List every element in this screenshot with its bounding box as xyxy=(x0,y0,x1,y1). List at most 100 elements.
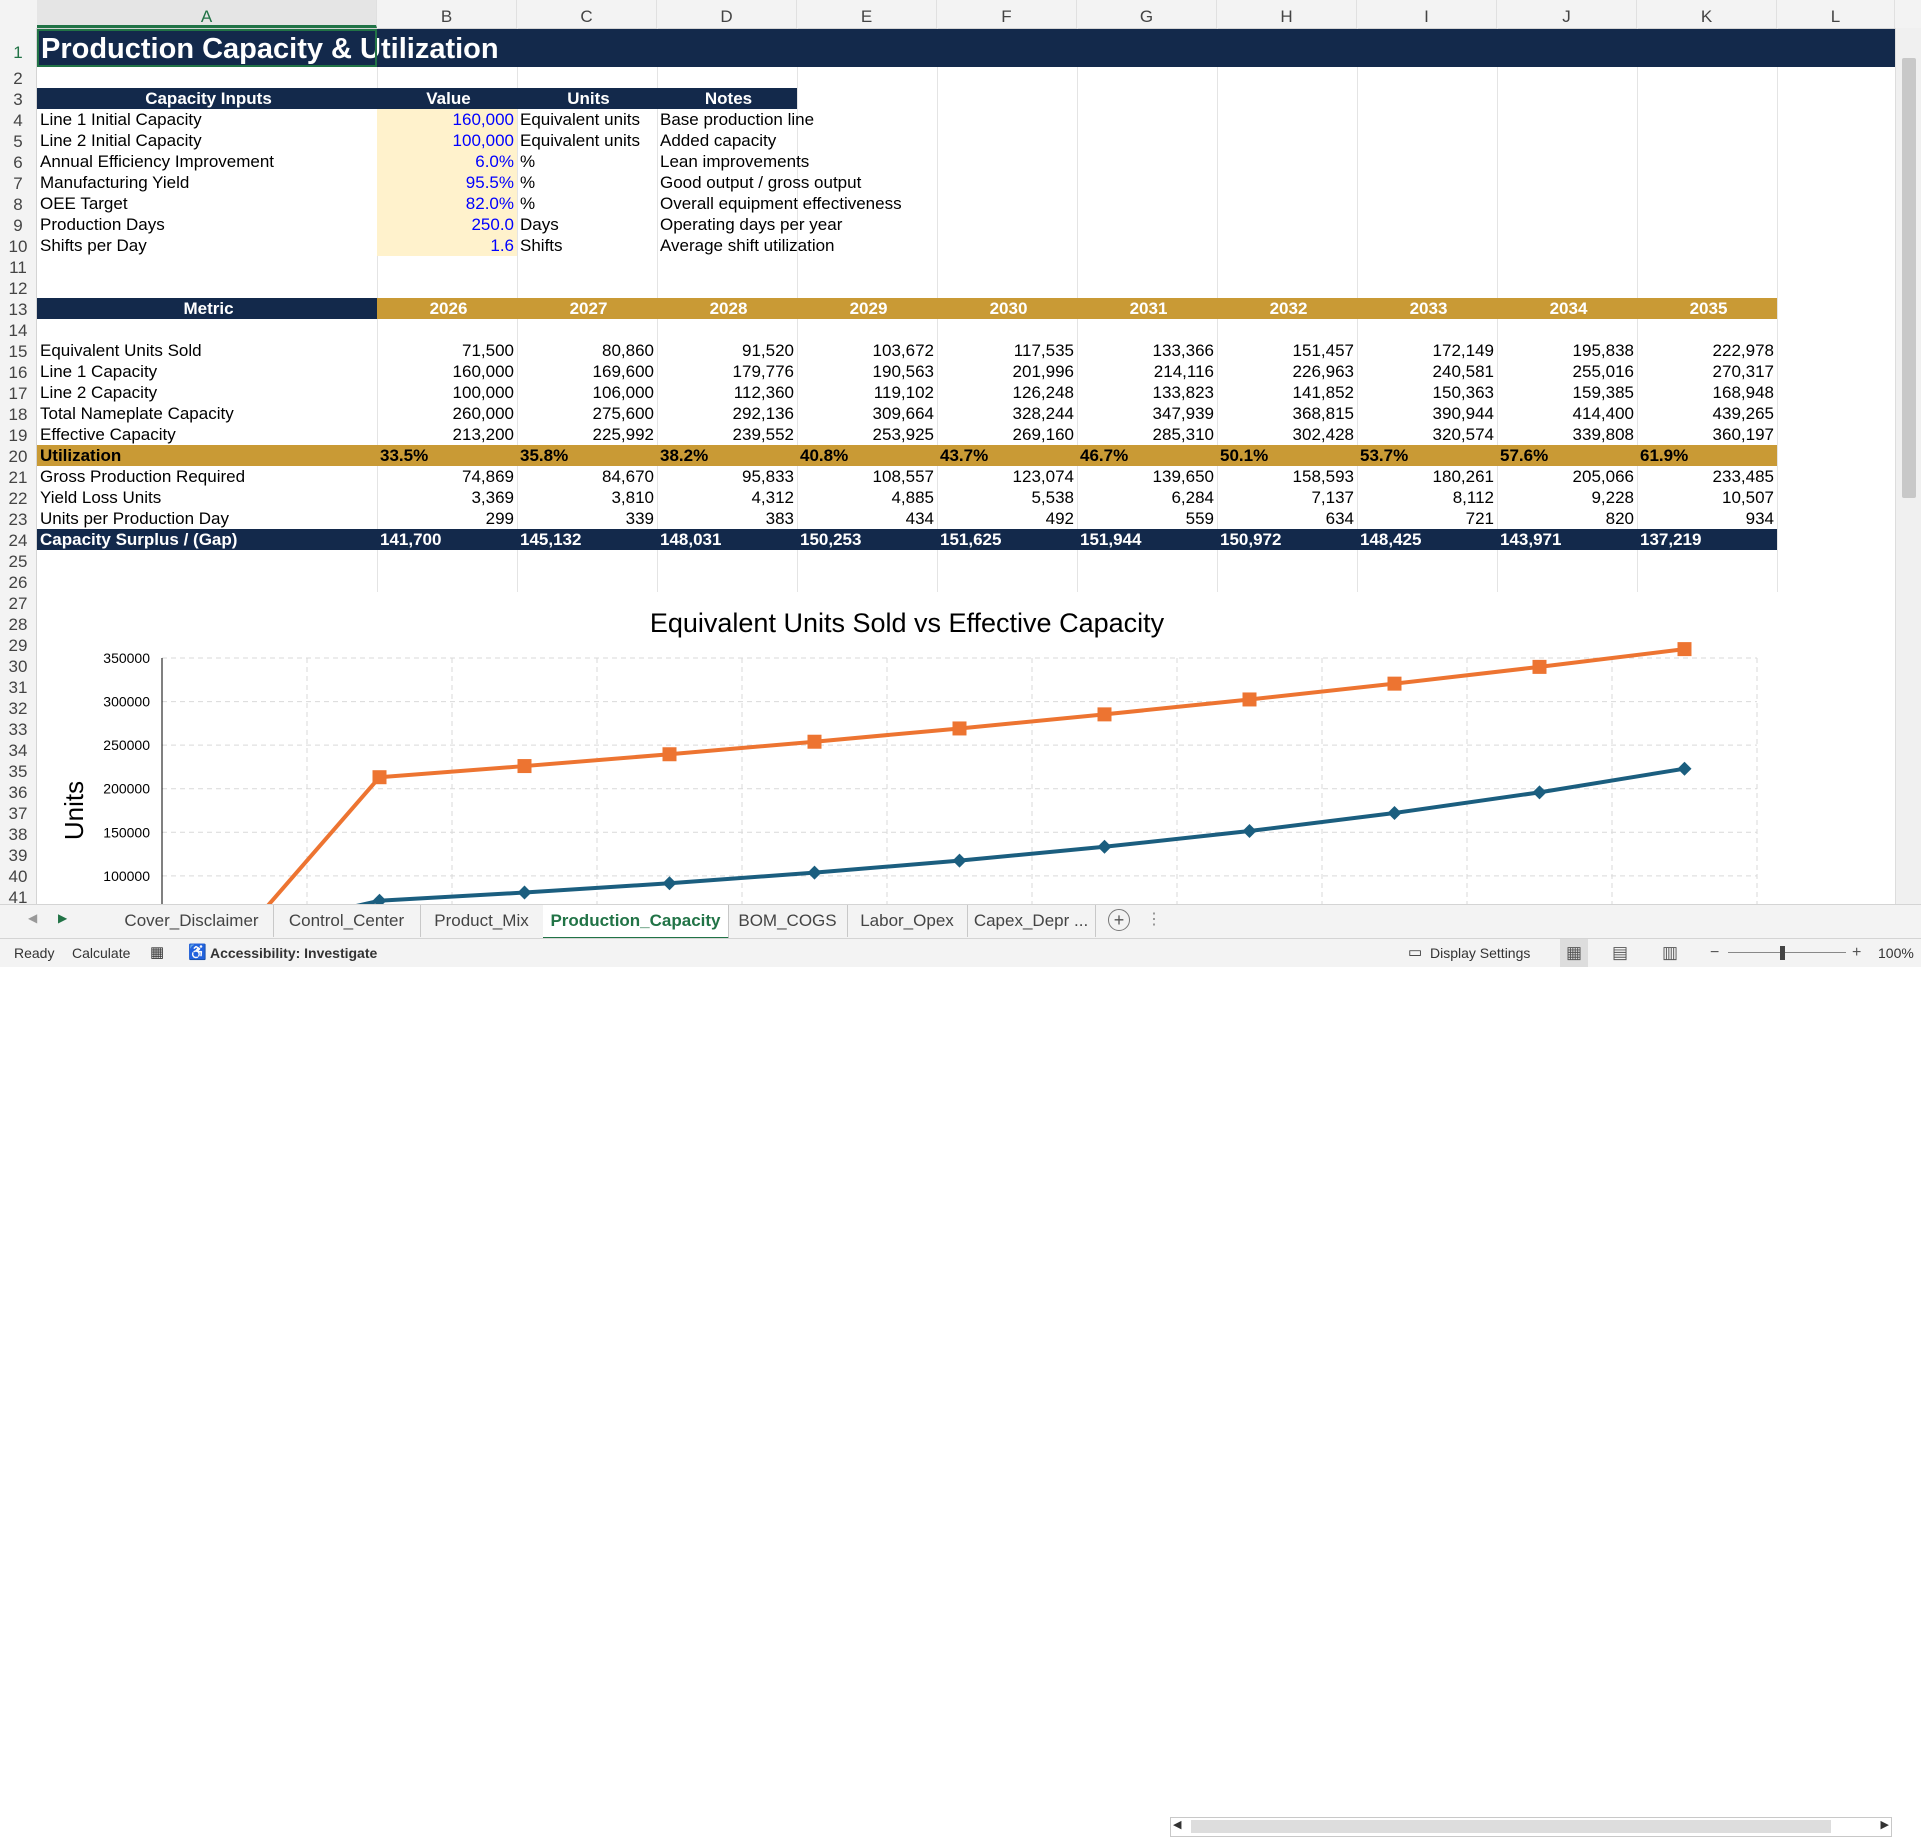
metric-value[interactable]: 320,574 xyxy=(1432,425,1494,444)
year-header[interactable]: 2027 xyxy=(569,299,608,318)
metric-value[interactable]: 133,366 xyxy=(1152,341,1214,360)
metric-value[interactable]: 4,885 xyxy=(891,488,934,507)
metric-value[interactable]: 168,948 xyxy=(1712,383,1774,402)
row-header-16[interactable]: 16 xyxy=(8,363,28,382)
inputs-header-0[interactable]: Capacity Inputs xyxy=(145,89,272,108)
metric-value[interactable]: 222,978 xyxy=(1712,341,1774,360)
metric-value[interactable]: 559 xyxy=(1185,509,1214,528)
row-header-38[interactable]: 38 xyxy=(8,825,28,844)
input-value[interactable]: 95.5% xyxy=(465,173,514,192)
metric-value[interactable]: 108,557 xyxy=(872,467,934,486)
input-notes[interactable]: Good output / gross output xyxy=(660,173,862,192)
row-header-14[interactable]: 14 xyxy=(8,321,28,340)
row-header-30[interactable]: 30 xyxy=(8,657,28,676)
metric-value[interactable]: 492 xyxy=(1045,509,1074,528)
input-value[interactable]: 250.0 xyxy=(471,215,514,234)
inputs-header-1[interactable]: Value xyxy=(426,89,471,108)
metric-value[interactable]: 255,016 xyxy=(1572,362,1634,381)
page-layout-view-icon[interactable]: ▤ xyxy=(1612,943,1629,962)
scroll-tabs-right-icon[interactable]: ▶ xyxy=(58,911,68,925)
metric-value[interactable]: 151,457 xyxy=(1292,341,1354,360)
inputs-header-3[interactable]: Notes xyxy=(704,89,753,108)
year-header[interactable]: 2031 xyxy=(1129,299,1168,318)
row-header-2[interactable]: 2 xyxy=(13,69,23,88)
input-label[interactable]: Annual Efficiency Improvement xyxy=(40,152,275,171)
metric-value[interactable]: 292,136 xyxy=(732,404,794,423)
input-label[interactable]: Manufacturing Yield xyxy=(40,173,190,192)
sheet-tab-cover-disclaimer[interactable]: Cover_Disclaimer xyxy=(110,905,274,937)
column-header-k[interactable]: K xyxy=(1637,0,1777,28)
column-header-i[interactable]: I xyxy=(1357,0,1497,28)
metric-value[interactable]: 195,838 xyxy=(1572,341,1634,360)
column-header-f[interactable]: F xyxy=(937,0,1077,28)
metric-value[interactable]: 112,360 xyxy=(733,383,794,402)
metric-value[interactable]: 150,363 xyxy=(1432,383,1494,402)
metric-label[interactable]: Units per Production Day xyxy=(40,509,229,528)
column-header-h[interactable]: H xyxy=(1217,0,1357,28)
metric-value[interactable]: 103,672 xyxy=(872,341,934,360)
input-notes[interactable]: Operating days per year xyxy=(660,215,843,234)
sheet-tab-labor-opex[interactable]: Labor_Opex xyxy=(847,905,968,937)
utilization-value[interactable]: 61.9% xyxy=(1640,446,1689,465)
input-units[interactable]: Equivalent units xyxy=(520,131,641,150)
metric-value[interactable]: 214,116 xyxy=(1153,362,1214,381)
utilization-value[interactable]: 33.5% xyxy=(380,446,429,465)
metric-value[interactable]: 299 xyxy=(485,509,514,528)
utilization-value[interactable]: 46.7% xyxy=(1080,446,1129,465)
scroll-tabs-left-icon[interactable]: ◀ xyxy=(28,911,38,925)
inputs-header-2[interactable]: Units xyxy=(567,89,610,108)
scroll-right-icon[interactable]: ▶ xyxy=(1880,1819,1889,1831)
input-value[interactable]: 100,000 xyxy=(452,131,514,150)
metric-value[interactable]: 205,066 xyxy=(1572,467,1634,486)
surplus-value[interactable]: 137,219 xyxy=(1640,530,1702,549)
metric-value[interactable]: 158,593 xyxy=(1292,467,1354,486)
zoom-level[interactable]: 100% xyxy=(1878,945,1914,961)
year-header[interactable]: 2028 xyxy=(709,299,748,318)
metric-value[interactable]: 3,810 xyxy=(611,488,654,507)
row-header-39[interactable]: 39 xyxy=(8,846,28,865)
year-header[interactable]: 2030 xyxy=(989,299,1028,318)
row-header-22[interactable]: 22 xyxy=(8,489,28,508)
input-value[interactable]: 82.0% xyxy=(465,194,514,213)
metric-value[interactable]: 123,074 xyxy=(1012,467,1074,486)
row-header-17[interactable]: 17 xyxy=(8,384,28,403)
metric-header-label[interactable]: Metric xyxy=(183,299,234,318)
row-header-4[interactable]: 4 xyxy=(13,111,23,130)
column-header-a[interactable]: A xyxy=(37,0,377,28)
zoom-out-icon[interactable]: − xyxy=(1710,944,1720,961)
year-header[interactable]: 2035 xyxy=(1689,299,1728,318)
row-header-25[interactable]: 25 xyxy=(8,552,28,571)
metric-value[interactable]: 233,485 xyxy=(1712,467,1774,486)
metric-value[interactable]: 133,823 xyxy=(1152,383,1214,402)
row-header-32[interactable]: 32 xyxy=(8,699,28,718)
metric-value[interactable]: 190,563 xyxy=(872,362,934,381)
metric-value[interactable]: 225,992 xyxy=(592,425,654,444)
row-header-15[interactable]: 15 xyxy=(8,342,28,361)
metric-value[interactable]: 240,581 xyxy=(1432,362,1494,381)
metric-value[interactable]: 368,815 xyxy=(1292,404,1354,423)
metric-value[interactable]: 328,244 xyxy=(1012,404,1074,423)
input-notes[interactable]: Added capacity xyxy=(660,131,777,150)
input-value[interactable]: 1.6 xyxy=(490,236,514,255)
metric-value[interactable]: 126,248 xyxy=(1012,383,1074,402)
metric-value[interactable]: 74,869 xyxy=(462,467,514,486)
metric-value[interactable]: 226,963 xyxy=(1292,362,1354,381)
row-header-36[interactable]: 36 xyxy=(8,783,28,802)
metric-value[interactable]: 169,600 xyxy=(592,362,654,381)
input-label[interactable]: Shifts per Day xyxy=(40,236,147,255)
metric-value[interactable]: 253,925 xyxy=(872,425,934,444)
column-header-c[interactable]: C xyxy=(517,0,657,28)
metric-value[interactable]: 179,776 xyxy=(732,362,794,381)
column-header-d[interactable]: D xyxy=(657,0,797,28)
metric-value[interactable]: 275,600 xyxy=(592,404,654,423)
calculate-button[interactable]: Calculate xyxy=(72,945,131,961)
sheet-tab-capex-depr-[interactable]: Capex_Depr ... xyxy=(967,905,1096,937)
utilization-value[interactable]: 57.6% xyxy=(1500,446,1549,465)
vertical-scroll-thumb[interactable] xyxy=(1902,58,1916,498)
metric-value[interactable]: 934 xyxy=(1745,509,1774,528)
row-header-7[interactable]: 7 xyxy=(13,174,23,193)
row-header-24[interactable]: 24 xyxy=(8,531,28,550)
utilization-value[interactable]: 53.7% xyxy=(1360,446,1409,465)
accessibility-status[interactable]: Accessibility: Investigate xyxy=(210,945,378,961)
horizontal-scroll-thumb[interactable] xyxy=(1191,1820,1831,1833)
